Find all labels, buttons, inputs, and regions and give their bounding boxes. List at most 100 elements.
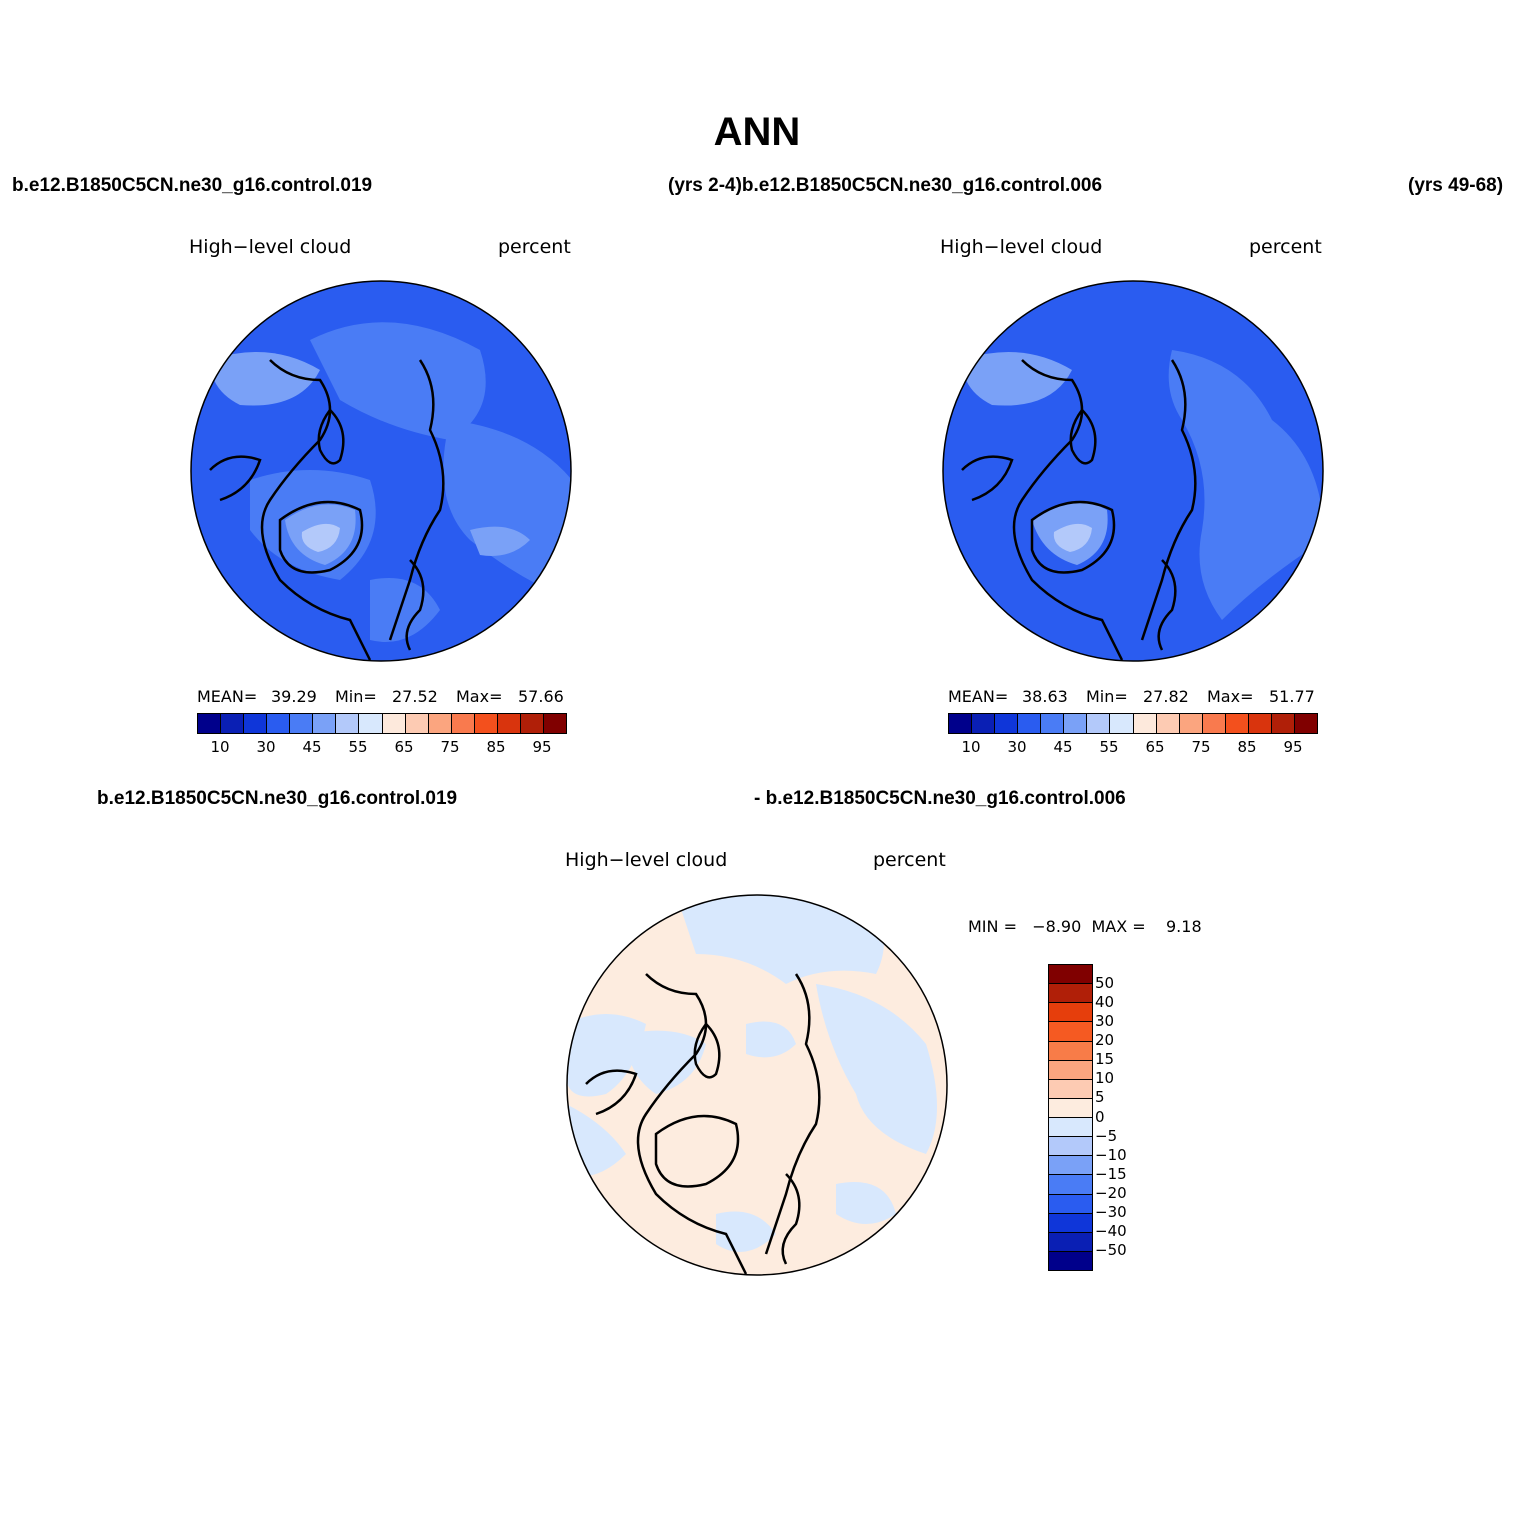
colorbar-swatch (198, 714, 222, 733)
panel2-mean-value: 38.63 (1022, 687, 1068, 706)
years-label-top-right: (yrs 49-68) (1408, 175, 1504, 196)
colorbar-swatch (1049, 1137, 1092, 1157)
panel1-variable: High−level cloud (189, 236, 352, 258)
colorbar-swatch (1049, 1079, 1092, 1099)
colorbar-swatch (520, 714, 544, 733)
panel1-mean-value: 39.29 (271, 687, 317, 706)
colorbar-swatch (290, 714, 314, 733)
colorbar-tick-label: −50 (1095, 1240, 1127, 1259)
diff-polar-map (566, 894, 948, 1276)
colorbar-tick-label: 0 (1095, 1107, 1105, 1126)
colorbar-swatch (1294, 714, 1317, 733)
diff-colorbar (1048, 964, 1093, 1271)
colorbar-swatch (405, 714, 429, 733)
colorbar-tick-label: −20 (1095, 1183, 1127, 1202)
colorbar-swatch (1049, 1194, 1092, 1214)
colorbar-swatch (1049, 1156, 1092, 1176)
colorbar-swatch (451, 714, 475, 733)
colorbar-tick-label: 30 (1007, 738, 1027, 756)
colorbar-swatch (1087, 714, 1111, 733)
colorbar-tick-label: −30 (1095, 1202, 1127, 1221)
panel1-max-label: Max= (456, 687, 503, 706)
colorbar-swatch (972, 714, 996, 733)
colorbar-tick-label: 10 (961, 738, 981, 756)
colorbar-tick-label: 75 (1191, 738, 1211, 756)
panel2-max-value: 51.77 (1269, 687, 1315, 706)
colorbar-swatch (1049, 984, 1092, 1004)
diff-variable: High−level cloud (565, 849, 728, 871)
colorbar-tick-label: 30 (256, 738, 276, 756)
colorbar-swatch (1049, 1175, 1092, 1195)
colorbar-swatch (1225, 714, 1249, 733)
colorbar-swatch (1064, 714, 1088, 733)
colorbar-tick-label: −5 (1095, 1126, 1118, 1145)
colorbar-tick-label: 95 (1283, 738, 1303, 756)
colorbar-swatch (1179, 714, 1203, 733)
colorbar-tick-label: 65 (394, 738, 414, 756)
panel2-units: percent (1249, 236, 1322, 258)
colorbar-swatch (221, 714, 245, 733)
colorbar-tick-label: −10 (1095, 1145, 1127, 1164)
colorbar-tick-label: −40 (1095, 1221, 1127, 1240)
case-label-top-mid: (yrs 2-4)b.e12.B1850C5CN.ne30_g16.contro… (668, 175, 1103, 196)
colorbar-tick-label: 55 (348, 738, 368, 756)
colorbar-swatch (1248, 714, 1272, 733)
panel2-min-value: 27.82 (1143, 687, 1189, 706)
colorbar-tick-label: 95 (532, 738, 552, 756)
colorbar-swatch (1041, 714, 1065, 733)
colorbar-swatch (267, 714, 291, 733)
panel1-units: percent (498, 236, 571, 258)
colorbar-swatch (1156, 714, 1180, 733)
diff-minmax: MIN = −8.90 MAX = 9.18 (968, 917, 1202, 936)
colorbar-swatch (497, 714, 521, 733)
colorbar-swatch (949, 714, 973, 733)
colorbar-swatch (995, 714, 1019, 733)
colorbar-swatch (1202, 714, 1226, 733)
panel1-max-value: 57.66 (518, 687, 564, 706)
colorbar-tick-label: 75 (440, 738, 460, 756)
colorbar-swatch (313, 714, 337, 733)
colorbar-swatch (1049, 1098, 1092, 1118)
diff-units: percent (873, 849, 946, 871)
colorbar-swatch (1049, 1251, 1092, 1270)
colorbar-swatch (1049, 1213, 1092, 1233)
panel2-colorbar (948, 713, 1318, 734)
colorbar-swatch (1271, 714, 1295, 733)
page-title: ANN (713, 110, 801, 154)
colorbar-swatch (1018, 714, 1042, 733)
colorbar-tick-label: 85 (1237, 738, 1257, 756)
colorbar-tick-label: −15 (1095, 1164, 1127, 1183)
panel1-min-label: Min= (335, 687, 377, 706)
colorbar-swatch (1049, 965, 1092, 985)
colorbar-swatch (1110, 714, 1134, 733)
colorbar-tick-label: 50 (1095, 974, 1115, 993)
case-label-top-left: b.e12.B1850C5CN.ne30_g16.control.019 (12, 175, 373, 196)
colorbar-tick-label: 55 (1099, 738, 1119, 756)
colorbar-swatch (1049, 1003, 1092, 1023)
colorbar-swatch (1049, 1118, 1092, 1138)
panel2-max-label: Max= (1207, 687, 1254, 706)
panel2-min-label: Min= (1086, 687, 1128, 706)
colorbar-tick-label: 15 (1095, 1050, 1115, 1069)
colorbar-tick-label: 45 (302, 738, 322, 756)
panel1-polar-map (190, 280, 572, 662)
colorbar-swatch (543, 714, 566, 733)
colorbar-tick-label: 40 (1095, 993, 1115, 1012)
panel2-variable: High−level cloud (940, 236, 1103, 258)
colorbar-swatch (428, 714, 452, 733)
panel2-mean-label: MEAN= (948, 687, 1009, 706)
colorbar-tick-label: 20 (1095, 1031, 1115, 1050)
colorbar-tick-label: 10 (1095, 1069, 1115, 1088)
colorbar-swatch (1049, 1041, 1092, 1061)
colorbar-swatch (382, 714, 406, 733)
colorbar-swatch (1049, 1232, 1092, 1252)
case-label-bottom-b: - b.e12.B1850C5CN.ne30_g16.control.006 (754, 788, 1126, 809)
colorbar-swatch (1133, 714, 1157, 733)
colorbar-swatch (1049, 1060, 1092, 1080)
panel2-polar-map (942, 280, 1324, 662)
colorbar-tick-label: 45 (1053, 738, 1073, 756)
case-label-bottom-a: b.e12.B1850C5CN.ne30_g16.control.019 (97, 788, 458, 809)
colorbar-swatch (244, 714, 268, 733)
colorbar-swatch (474, 714, 498, 733)
colorbar-swatch (359, 714, 383, 733)
